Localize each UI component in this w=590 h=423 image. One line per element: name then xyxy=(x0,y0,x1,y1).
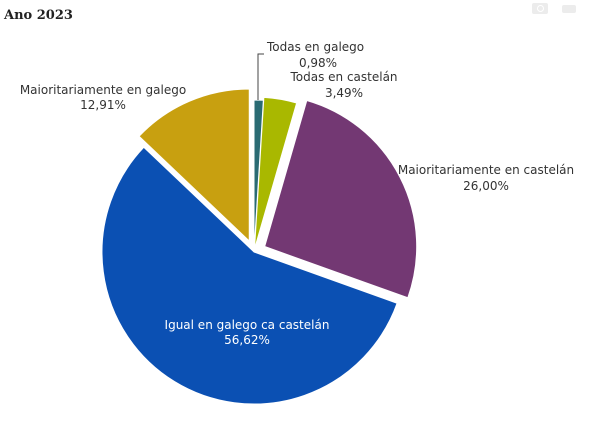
slice-value-label: 3,49% xyxy=(325,86,363,100)
folder-icon[interactable] xyxy=(562,5,576,13)
chart-toolbar xyxy=(510,0,590,18)
camera-icon[interactable] xyxy=(532,3,548,14)
slice-label: Maioritariamente en galego xyxy=(20,83,186,97)
pie-slice[interactable] xyxy=(101,146,398,405)
slice-value-label: 0,98% xyxy=(299,56,337,70)
slice-label: Igual en galego ca castelán xyxy=(165,318,330,332)
slice-label: Todas en castelán xyxy=(289,70,397,84)
slice-label: Todas en galego xyxy=(266,40,364,54)
slice-value-label: 12,91% xyxy=(80,98,126,112)
pie-slice[interactable] xyxy=(138,88,250,243)
slice-label: Maioritariamente en castelán xyxy=(398,163,574,177)
label-leader-line xyxy=(257,53,264,100)
chart-title: Ano 2023 xyxy=(4,8,73,23)
pie-slice[interactable] xyxy=(254,96,298,250)
pie-slice[interactable] xyxy=(264,99,418,299)
slice-value-label: 26,00% xyxy=(463,179,509,193)
slice-value-label: 56,62% xyxy=(224,333,270,347)
